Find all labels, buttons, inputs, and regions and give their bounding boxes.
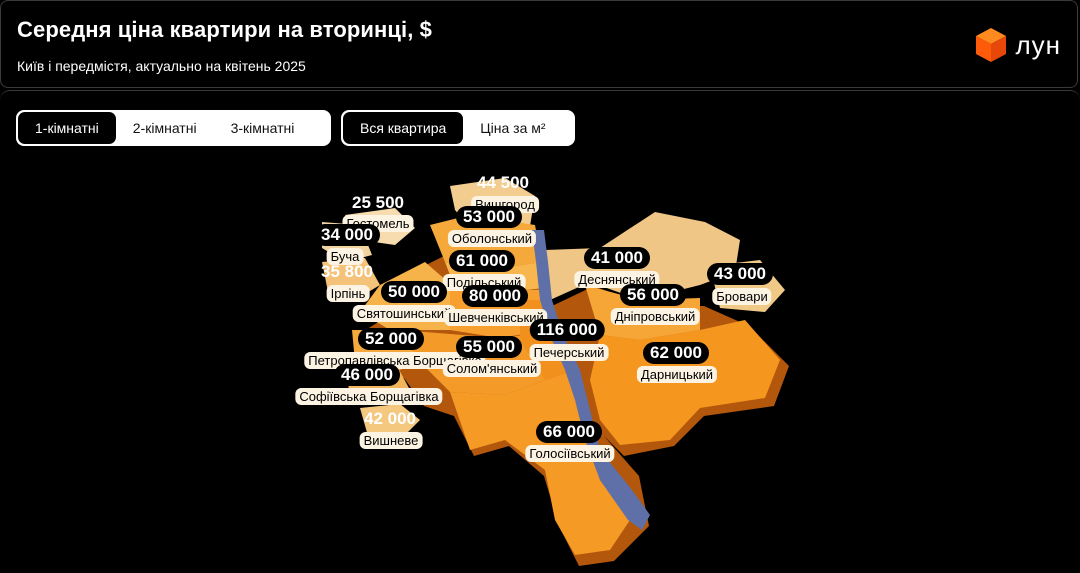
price-label: 55 000 — [456, 336, 522, 358]
place-label: Святошинський — [352, 305, 456, 322]
logo-text: лун — [1015, 29, 1061, 60]
tab-3-rooms[interactable]: 3-кімнатні — [230, 120, 295, 136]
price-label: 62 000 — [643, 342, 709, 364]
place-label: Голосіївський — [525, 445, 615, 462]
price-label: 43 000 — [707, 263, 773, 285]
place-label: Деснянський — [574, 271, 660, 288]
page-title: Середня ціна квартири на вторинці, $ — [17, 17, 433, 42]
price-label: 25 500 — [352, 193, 404, 212]
price-mode-selector: Вся квартира Ціна за м² — [341, 110, 575, 146]
place-label: Софіївська Борщагівка — [295, 388, 443, 405]
place-label: Оболонський — [447, 230, 537, 247]
price-label: 66 000 — [536, 421, 602, 443]
price-label: 34 000 — [314, 224, 380, 246]
price-label: 56 000 — [620, 284, 686, 306]
price-label: 44 500 — [477, 173, 529, 192]
price-label: 116 000 — [529, 319, 605, 341]
brand-logo[interactable]: лун — [975, 27, 1061, 63]
price-label: 46 000 — [334, 364, 400, 386]
price-label: 50 000 — [381, 281, 447, 303]
price-label: 53 000 — [456, 206, 522, 228]
price-label: 41 000 — [584, 247, 650, 269]
place-label: Солом'янський — [442, 360, 542, 377]
tab-price-per-sqm[interactable]: Ціна за м² — [480, 120, 546, 136]
place-label: Буча — [326, 248, 364, 265]
cube-icon — [976, 28, 1007, 62]
place-label: Шевченківський — [444, 309, 548, 326]
region-vyshneve[interactable] — [360, 404, 420, 440]
header-card: Середня ціна квартири на вторинці, $ Киї… — [0, 0, 1078, 88]
tab-whole-apartment[interactable]: Вся квартира — [343, 112, 464, 144]
price-label: 80 000 — [462, 285, 528, 307]
tab-2-rooms[interactable]: 2-кімнатні — [132, 120, 197, 136]
place-label: Печерський — [529, 344, 609, 361]
place-label: Вишневе — [359, 432, 423, 449]
page-subtitle: Київ і передмістя, актуально на квітень … — [17, 58, 306, 74]
place-label: Ірпінь — [326, 285, 370, 302]
place-label: Дарницький — [636, 366, 718, 383]
map-panel — [0, 90, 1080, 573]
dnipro-river — [532, 230, 650, 530]
price-label: 52 000 — [358, 328, 424, 350]
rooms-selector: 1-кімнатні 2-кімнатні 3-кімнатні — [16, 110, 331, 146]
price-label: 35 800 — [321, 262, 373, 281]
place-label: Бровари — [712, 288, 772, 305]
price-label: 61 000 — [449, 250, 515, 272]
tab-1-room[interactable]: 1-кімнатні — [18, 112, 116, 144]
place-label: Дніпровський — [610, 308, 700, 325]
price-label: 42 000 — [364, 409, 416, 428]
